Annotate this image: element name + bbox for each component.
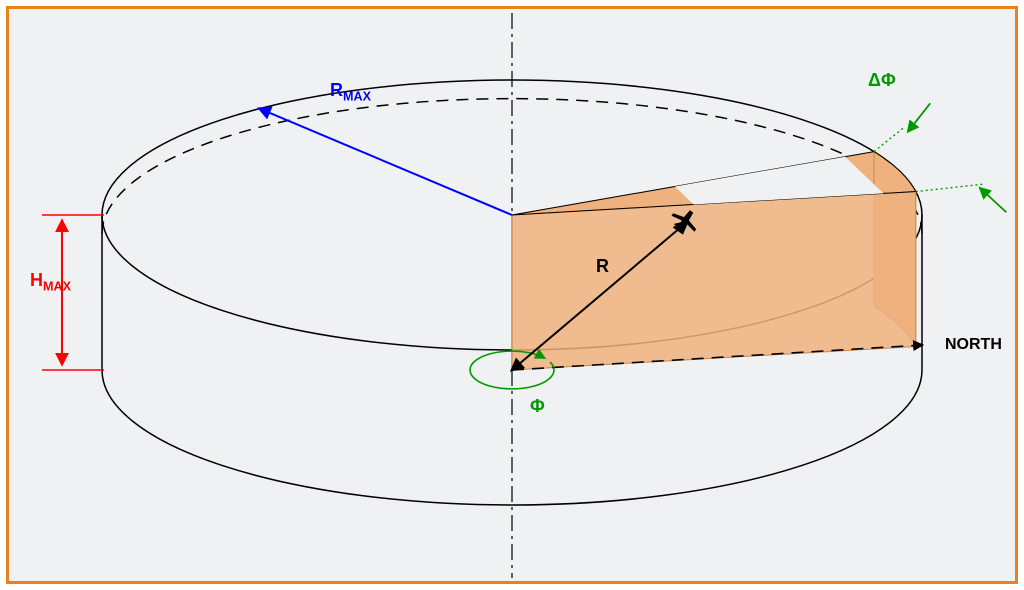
label-phi: Φ [530,396,545,417]
label-rmax: RMAX [330,80,371,104]
label-north-text: NORTH [945,336,1002,353]
label-rmax-text: R [330,80,343,100]
label-phi-text: Φ [530,396,545,416]
label-hmax-text: H [30,270,43,290]
label-r-text: R [596,256,609,276]
label-rmax-sub: MAX [343,90,371,104]
label-hmax-sub: MAX [43,280,71,294]
diagram-canvas: RMAX HMAX ΔΦ R Φ NORTH [0,0,1024,590]
label-north: NORTH [945,336,1002,354]
label-hmax: HMAX [30,270,71,294]
label-delta-phi: ΔΦ [868,70,896,91]
label-delta-phi-text: ΔΦ [868,70,896,90]
label-r: R [596,256,609,277]
